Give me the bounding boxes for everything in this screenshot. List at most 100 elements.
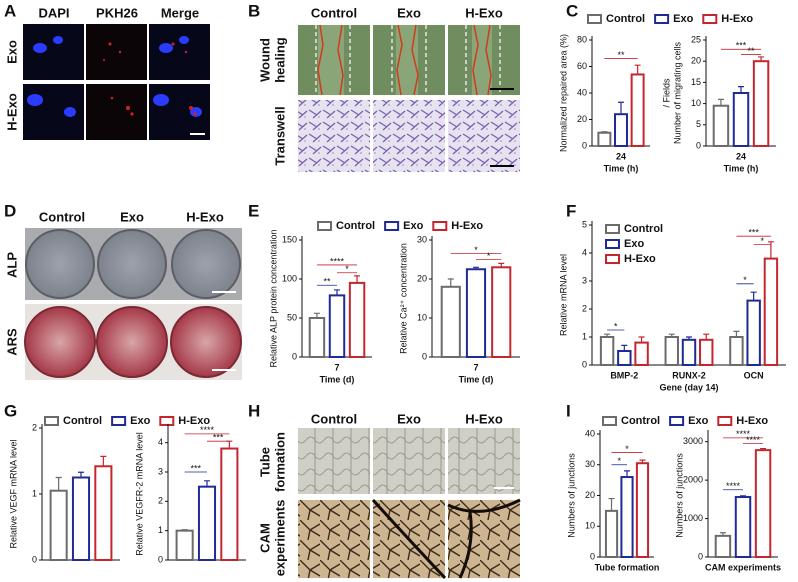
y-tick-label: 100 — [282, 273, 297, 283]
y-axis-label: Relative ALP protein concentration — [268, 230, 278, 368]
y-tick-label: 3000 — [683, 436, 703, 446]
x-axis-label: Time (d) — [320, 374, 355, 384]
legend-label: H-Exo — [736, 415, 768, 427]
panel-letter: A — [4, 1, 16, 20]
significance-label: **** — [736, 429, 751, 439]
error-bar — [733, 330, 740, 337]
y-tick-label: 0 — [158, 554, 163, 564]
y-tick-label: 0 — [32, 554, 37, 564]
image — [86, 24, 147, 80]
error-bar — [354, 275, 361, 283]
bar — [729, 336, 744, 366]
y-axis-label: Relative mRNA level — [558, 254, 568, 336]
bar — [308, 317, 326, 358]
legend-label: Exo — [673, 13, 693, 25]
error-bar — [738, 86, 744, 93]
column-label: Control — [311, 411, 357, 426]
legend-swatch — [602, 416, 617, 426]
bar — [634, 341, 649, 367]
y-tick-label: 50 — [287, 312, 297, 322]
bar — [94, 465, 113, 561]
y-tick-label: 4 — [582, 247, 587, 257]
bar — [491, 266, 512, 358]
y-axis-label: Normalized repaired area (%) — [558, 34, 568, 152]
error-bar — [473, 266, 479, 270]
y-tick-label: 20 — [585, 490, 595, 500]
bar — [714, 534, 732, 558]
wound-images — [298, 24, 520, 96]
significance-label: *** — [736, 41, 747, 51]
legend-label: Control — [63, 415, 102, 427]
y-tick-label: 5 — [696, 119, 701, 129]
panel-letter: C — [566, 1, 578, 20]
x-axis-label: Time (h) — [724, 163, 759, 173]
legend-label: H-Exo — [178, 415, 210, 427]
column-label: Merge — [161, 5, 199, 20]
error-bar — [634, 64, 641, 75]
significance-label: * — [474, 245, 478, 255]
bar — [197, 485, 217, 561]
y-tick-label: 0 — [590, 551, 595, 561]
legend-swatch — [605, 239, 620, 249]
legend-label: H-Exo — [451, 220, 483, 232]
column-label: Control — [39, 209, 85, 224]
legend-label: Control — [621, 415, 660, 427]
y-axis-label: Numbers of junctions — [674, 453, 684, 538]
legend-swatch — [159, 416, 175, 426]
panel-letter: E — [248, 201, 259, 220]
bar — [465, 268, 487, 358]
panel-b: Control Exo H-Exo Wound healing Transwel… — [257, 5, 520, 172]
image — [149, 24, 210, 80]
bar — [734, 496, 752, 559]
row-label: formation — [272, 432, 287, 492]
bar — [597, 131, 612, 147]
error-bar — [703, 333, 710, 340]
bar — [712, 104, 730, 147]
bar — [699, 338, 714, 366]
legend-label: H-Exo — [624, 253, 656, 265]
significance-label: * — [761, 236, 765, 246]
error-bar — [618, 101, 624, 115]
error-bar — [750, 291, 757, 301]
error-bar — [686, 336, 692, 340]
y-axis-label: Number of migrating cells — [672, 41, 682, 144]
error-bar — [447, 278, 454, 287]
y-tick-label: 30 — [417, 234, 427, 244]
panel-a: DAPI PKH26 Merge Exo H-Exo — [4, 5, 210, 140]
row-label: healing — [272, 37, 287, 83]
significance-label: * — [618, 456, 622, 466]
y-tick-label: 25 — [691, 34, 701, 44]
error-bar — [601, 131, 608, 133]
row-label: H-Exo — [4, 93, 19, 131]
bar — [664, 336, 679, 366]
y-tick-label: 150 — [282, 234, 297, 244]
error-bar — [604, 333, 611, 337]
bar — [440, 285, 461, 358]
significance-label: *** — [191, 463, 202, 473]
error-bar — [55, 476, 62, 491]
y-axis-label: / Fields — [661, 78, 671, 108]
y-axis-label: Relative Ca²⁺ concentration — [398, 243, 408, 354]
column-label: H-Exo — [186, 209, 224, 224]
y-axis-label: Relative VEGF mRNA level — [8, 439, 18, 548]
row-label: Wound — [257, 38, 272, 82]
error-bar — [740, 495, 746, 498]
column-label: H-Exo — [465, 5, 503, 20]
image — [86, 84, 147, 140]
y-tick-label: 5 — [582, 219, 587, 229]
row-label: CAM — [257, 523, 272, 553]
exosomes — [103, 42, 197, 116]
legend-label: Exo — [130, 415, 150, 427]
x-tick-label: 24 — [616, 151, 626, 161]
y-tick-label: 3 — [158, 466, 163, 476]
y-tick-label: 2000 — [683, 475, 703, 485]
y-tick-label: 0 — [696, 140, 701, 150]
x-axis-label: Time (h) — [604, 163, 639, 173]
row-label: ARS — [4, 328, 19, 356]
y-axis-label: Relative VEGFR-2 mRNA level — [134, 432, 144, 556]
transwell-images — [298, 100, 520, 172]
legend-label: Control — [624, 223, 663, 235]
row-label: Exo — [4, 40, 19, 64]
bar — [763, 257, 779, 367]
